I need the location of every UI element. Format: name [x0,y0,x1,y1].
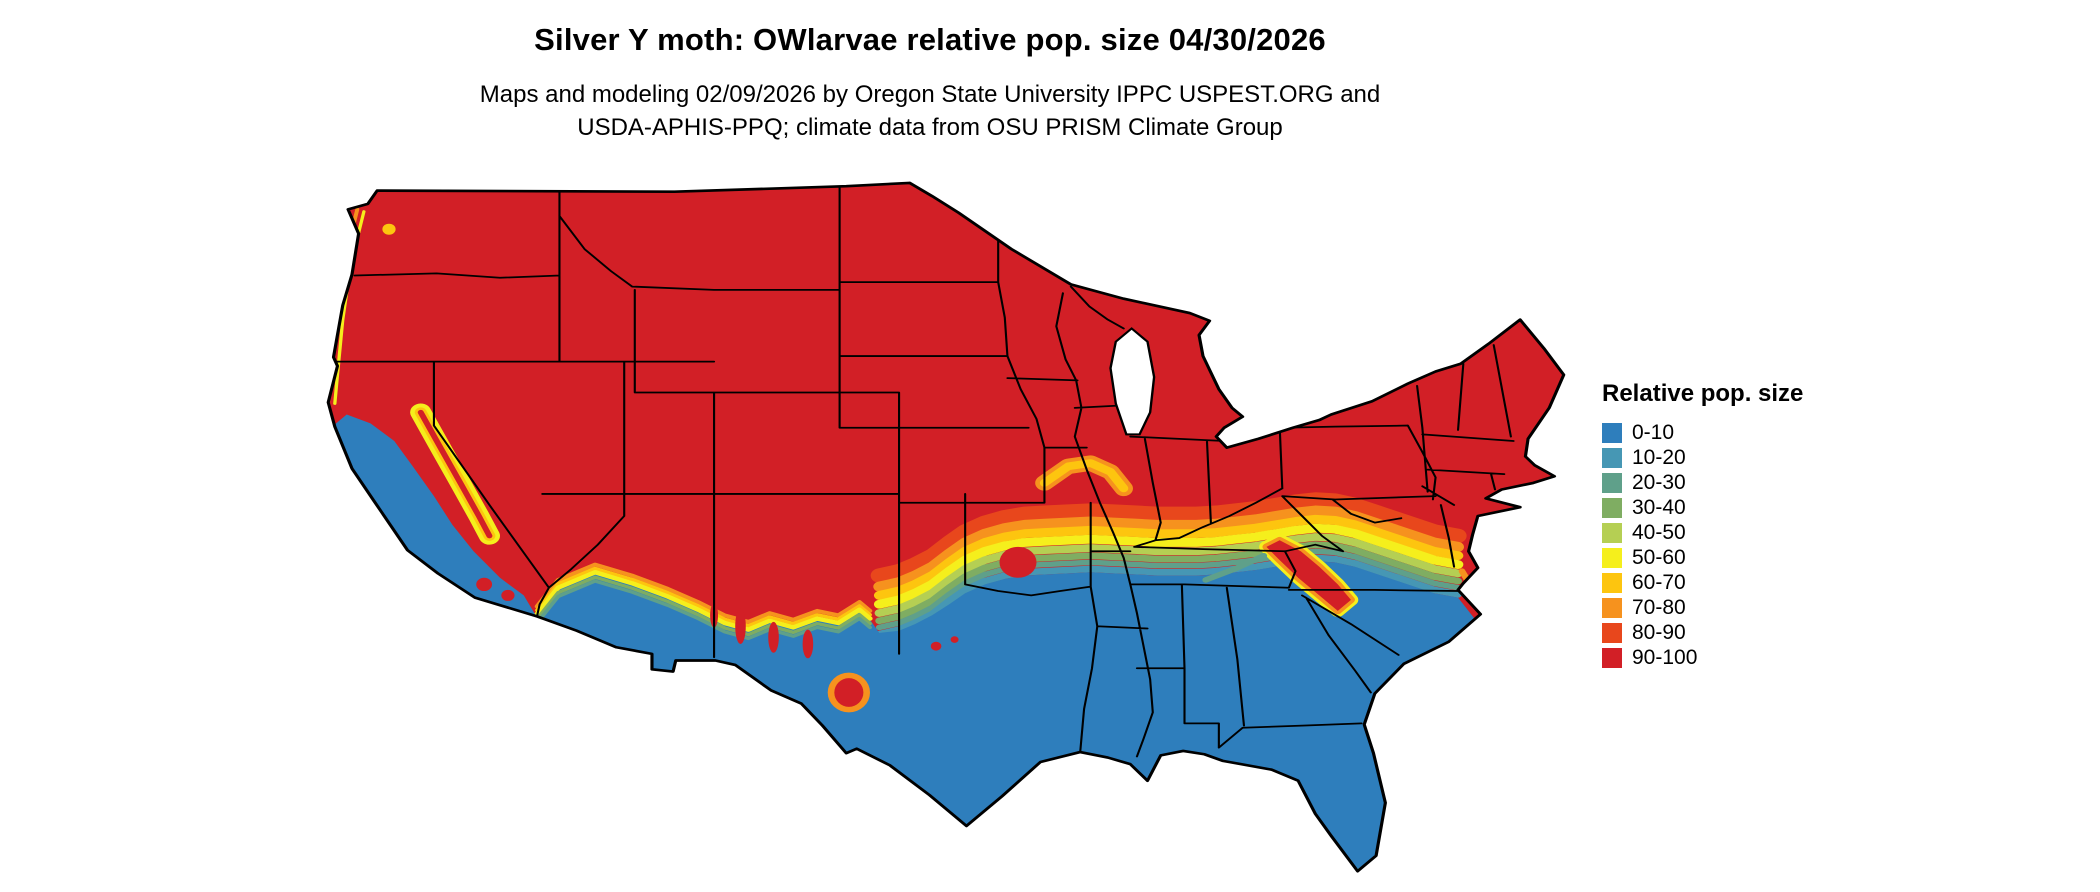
sierra-band-red [417,409,493,539]
legend-swatch [1602,622,1622,643]
edwards-plateau-speck [930,641,942,651]
puget-lowland-patch [382,223,396,235]
population-band-30-40 [875,541,1462,625]
legend-swatch [1602,522,1622,543]
nm-mountain-stripe [735,608,746,644]
california-low-region [333,414,537,618]
socal-mountain-patch [476,577,493,592]
legend-label: 0-10 [1632,421,1675,444]
legend-label: 20-30 [1632,471,1686,494]
legend-label: 70-80 [1632,596,1686,619]
us-map-svg [326,181,1566,873]
legend-label: 10-20 [1632,446,1686,469]
legend-swatch [1602,597,1622,618]
legend-item: 60-70 [1602,570,1803,595]
legend-label: 50-60 [1632,546,1686,569]
legend-swatch [1602,647,1622,668]
us-outline [326,181,1566,873]
legend-label: 30-40 [1632,496,1686,519]
legend-swatch [1602,472,1622,493]
map-subtitle-line2: USDA-APHIS-PPQ; climate data from OSU PR… [577,114,1283,142]
socal-mountain-patch [501,589,515,601]
legend-item: 0-10 [1602,420,1803,445]
nm-mountain-stripe [768,621,779,653]
conus-population-map [278,152,1573,880]
legend-item: 50-60 [1602,545,1803,570]
legend-label: 40-50 [1632,521,1686,544]
legend-swatch [1602,547,1622,568]
legend-item: 80-90 [1602,620,1803,645]
legend-item: 10-20 [1602,445,1803,470]
lake-michigan [1109,327,1156,436]
transition-bands [870,455,1467,638]
population-band-80-90 [870,492,1467,583]
edwards-plateau-speck [950,636,959,643]
band-bulge-missouri-yellow [1039,459,1129,493]
western-terrain-details [328,207,1037,713]
legend-item: 40-50 [1602,520,1803,545]
legend-swatch [1602,572,1622,593]
legend-title: Relative pop. size [1602,380,1804,407]
nm-mountain-stripe [802,629,814,659]
population-band-20-30 [875,548,1462,631]
offshore-island-patch [430,588,438,594]
legend-items: 0-10 10-20 20-30 30-40 40-50 50-60 60-70 70-80 8… [1602,420,1803,670]
population-band-40-50 [874,533,1463,617]
population-band-50-60 [873,523,1464,609]
legend-swatch [1602,497,1622,518]
map-subtitle: Maps and modeling 02/09/2026 by Oregon S… [320,78,1540,144]
map-header: Silver Y moth: OWlarvae relative pop. si… [320,22,1540,144]
legend-item: 20-30 [1602,470,1803,495]
legend-label: 80-90 [1632,621,1686,644]
legend-label: 60-70 [1632,571,1686,594]
legend-item: 90-100 [1602,645,1803,670]
tennessee-valley-tongue [1202,552,1268,583]
population-band-10-20 [875,554,1462,638]
big-bend-patch-red [834,678,864,707]
population-band-60-70 [873,514,1464,600]
legend-item: 70-80 [1602,595,1803,620]
legend-swatch [1602,422,1622,443]
page-title: Silver Y moth: OWlarvae relative pop. si… [534,22,1326,57]
legend: Relative pop. size 0-10 10-20 20-30 30-40 40… [1602,380,1803,670]
north-texas-red-dip [999,546,1037,578]
offshore-island-patch [404,579,411,585]
offshore-island-patch [390,567,399,575]
state-borders [329,186,1515,758]
legend-swatch [1602,447,1622,468]
legend-label: 90-100 [1632,646,1698,669]
map-subtitle-line1: Maps and modeling 02/09/2026 by Oregon S… [479,81,1381,108]
legend-item: 30-40 [1602,495,1803,520]
